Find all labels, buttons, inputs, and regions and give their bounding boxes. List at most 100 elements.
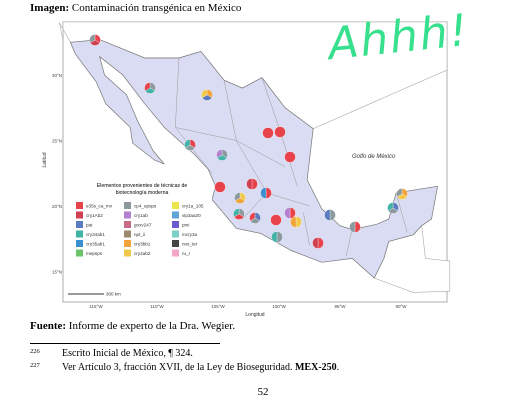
legend-item: cp4_epsps [134, 204, 157, 209]
sample-marker-wedge [233, 208, 240, 217]
legend-swatch [172, 202, 179, 209]
legend-swatch [76, 230, 83, 238]
sample-marker-wedge [312, 237, 319, 249]
source: Fuente: Informe de experto de la Dra. We… [30, 320, 235, 332]
sample-marker [214, 181, 226, 193]
legend-item: goxv247 [134, 223, 152, 228]
legend-item: vip3aa20 [182, 213, 201, 218]
legend-swatch [172, 230, 179, 238]
state-border [175, 127, 237, 141]
legend-item: pmi [182, 223, 189, 228]
source-text: Informe de experto de la Dra. Wegier. [68, 320, 236, 332]
legend-swatch [76, 211, 83, 219]
sample-marker-wedge [289, 207, 296, 219]
legend-item: pat [86, 223, 93, 228]
sample-marker-wedge [216, 149, 223, 158]
y-axis-label: Latitud [42, 152, 48, 167]
sample-marker-wedge [276, 231, 283, 243]
legend-item: nos_ter [182, 242, 198, 247]
x-tick-label: 95°W [334, 304, 346, 309]
legend-item: cry34ab1 [86, 232, 105, 237]
legend-swatch [124, 230, 131, 238]
scale-label: 300 km [106, 292, 121, 297]
legend-title: Elementos provenientes de técnicas de [97, 183, 188, 189]
x-tick-label: 110°W [150, 304, 164, 309]
legend-swatch [76, 221, 83, 228]
state-border [303, 212, 310, 246]
sample-marker-wedge [317, 237, 324, 249]
sample-marker-wedge [184, 139, 191, 148]
footnote: 226 Escrito Inicial de México, ¶ 324. [30, 348, 193, 359]
caption-text: Contaminación transgénica en México [71, 2, 242, 14]
footnote-text: . [336, 362, 340, 373]
legend-item: e35s_ca_mv [86, 204, 113, 209]
legend-swatch [124, 249, 131, 257]
x-tick-label: 100°W [272, 304, 286, 309]
sample-marker-wedge [201, 89, 208, 98]
sample-marker [274, 126, 286, 138]
legend-item: cry2ab2 [134, 251, 151, 256]
footnote: 227 Ver Artículo 3, fracción XVII, de la … [30, 362, 339, 373]
y-tick-label: 30°N [52, 73, 62, 78]
legend-swatch [76, 202, 83, 209]
sample-marker-wedge [295, 216, 302, 228]
sample-marker [262, 127, 274, 139]
y-tick-label: 25°N [52, 139, 62, 144]
legend-swatch [172, 249, 179, 257]
caption-label: Imagen: [30, 2, 70, 14]
sample-marker-wedge [234, 192, 241, 201]
legend-swatch [76, 240, 83, 247]
sample-marker-wedge [396, 188, 403, 197]
sample-marker-wedge [265, 187, 272, 199]
legend-swatch [172, 211, 179, 219]
x-tick-label: 90°W [395, 304, 407, 309]
map: Golfo de México 30°N 25°N 20°N 15°N 115°W 110°… [42, 21, 451, 318]
y-tick-label: 20°N [52, 204, 62, 209]
page-number: 52 [257, 386, 269, 398]
caption: Imagen: Contaminación transgénica en Méx… [30, 2, 241, 14]
state-border [236, 140, 286, 167]
sample-marker-wedge [284, 207, 291, 219]
legend-item: cry1ab [134, 213, 148, 218]
sample-marker-wedge [246, 178, 253, 190]
footnote-text: MEX-250 [294, 362, 337, 373]
sample-marker-wedge [249, 212, 256, 221]
footnote-rule [30, 343, 220, 344]
legend-item: mcry3a [182, 232, 198, 237]
sample-marker-wedge [260, 187, 267, 199]
sample-marker-wedge [329, 209, 336, 221]
legend-item: cry3bb1 [134, 242, 151, 247]
footnote-number: 226 [30, 348, 40, 355]
legend-item: cry1a_105 [182, 204, 204, 209]
legend-item: ru_r [182, 251, 191, 256]
legend-item: cry1Ab2 [86, 213, 103, 218]
legend-swatch [172, 221, 179, 228]
sample-marker [270, 214, 282, 226]
sample-marker [284, 151, 296, 163]
footnote-number: 227 [30, 362, 40, 369]
sample-marker-wedge [349, 221, 356, 233]
legend-swatch [124, 221, 131, 228]
legend-item: cry35ab1 [86, 242, 105, 247]
state-border [266, 192, 310, 207]
sample-marker-wedge [290, 216, 297, 228]
legend-swatch [172, 240, 179, 247]
sample-marker-wedge [89, 34, 96, 43]
sample-marker-wedge [144, 82, 151, 91]
legend-box [72, 180, 212, 266]
sample-marker-wedge [354, 221, 361, 233]
sample-marker-wedge [271, 231, 278, 243]
legend-swatch [124, 211, 131, 219]
x-tick-label: 105°W [211, 304, 225, 309]
y-tick-label: 15°N [52, 270, 62, 275]
footnote-text: Escrito Inicial de México, ¶ 324. [62, 348, 193, 359]
legend-swatch [76, 249, 83, 257]
legend-item: mepsps [86, 251, 103, 256]
footnote-text: Ver Artículo 3, fracción XVII, de la Ley… [62, 362, 295, 373]
sea-label: Golfo de México [352, 154, 396, 160]
x-axis-label: Longitud [245, 312, 264, 318]
sample-marker-wedge [324, 209, 331, 221]
x-tick-label: 115°W [89, 304, 103, 309]
state-border [395, 192, 408, 233]
